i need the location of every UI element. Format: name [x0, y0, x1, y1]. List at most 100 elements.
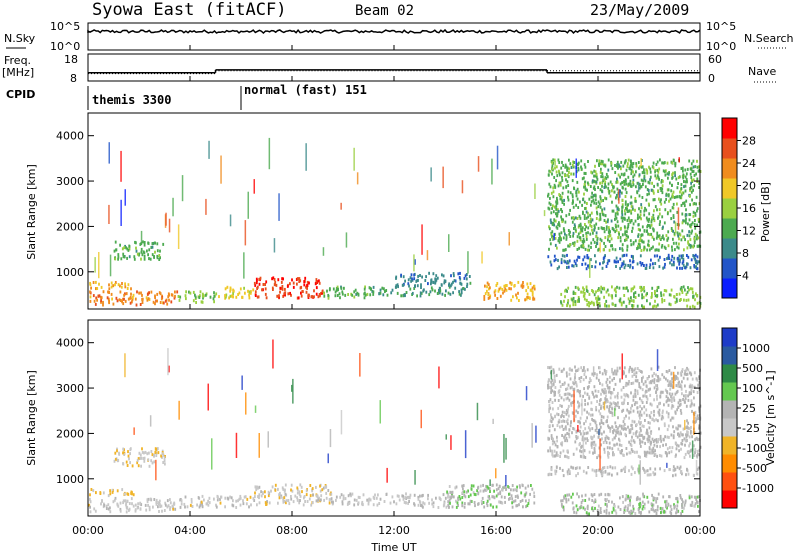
cell-6-39	[413, 493, 416, 497]
cell-12-128	[563, 202, 565, 206]
cell-10-480	[550, 386, 552, 390]
cell-12-524	[625, 234, 628, 238]
cell-12-556	[569, 243, 571, 247]
cell-10-740	[672, 425, 674, 429]
cell-10-1029	[585, 431, 588, 435]
cell-10-1063	[657, 440, 659, 444]
cell-2-73	[163, 456, 166, 460]
cell-3-22	[242, 499, 244, 503]
cell-1-93	[125, 292, 128, 296]
cell-10-944	[639, 444, 642, 448]
cell-12-713	[599, 195, 602, 199]
cell-12-494	[566, 180, 569, 184]
cell-12-634	[572, 234, 574, 238]
cell-7-57	[434, 289, 436, 293]
cell-1-80	[146, 498, 149, 502]
cell-9-6	[588, 497, 591, 501]
cell-12-486	[555, 200, 557, 204]
cell-7-90	[530, 484, 532, 487]
streak-55	[413, 254, 415, 272]
cell-10-55	[623, 253, 626, 257]
cell-9-226	[646, 495, 649, 499]
cell-4-54	[318, 496, 320, 500]
cell-5-20	[282, 277, 284, 281]
cell-10-932	[662, 409, 664, 413]
cell-10-1090	[562, 415, 565, 419]
cell-9-116	[695, 497, 698, 501]
ytick-label-1: 2000	[56, 220, 84, 233]
cell-12-1046	[659, 220, 661, 224]
cell-10-16	[553, 428, 556, 432]
cell-12-69	[571, 195, 574, 199]
cell-12-509	[607, 158, 610, 162]
cell-8-89	[559, 466, 561, 470]
streak-43	[467, 251, 469, 274]
cell-9-34	[529, 288, 532, 292]
cell-9-203	[613, 504, 616, 508]
cell-12-268	[604, 236, 607, 240]
colorbar-swatch-0	[722, 490, 737, 509]
cell-8-16	[648, 473, 651, 477]
cell-12-966	[549, 185, 552, 189]
cell-4-4	[225, 293, 228, 297]
cell-12-742	[601, 175, 604, 179]
cell-9-69	[529, 296, 531, 300]
cell-5-77	[296, 277, 299, 281]
cell-10-327	[647, 440, 649, 444]
cell-11-136	[627, 289, 629, 293]
cell-8-82	[611, 473, 613, 477]
cell-8-71	[696, 468, 699, 471]
cell-12-453	[696, 207, 699, 211]
cell-12-357	[627, 225, 630, 228]
cell-10-653	[565, 409, 568, 413]
streak-15	[244, 220, 247, 246]
cell-12-1111	[569, 235, 572, 238]
cell-5-95	[306, 284, 308, 288]
cell-7-131	[525, 491, 528, 495]
cell-9-13	[486, 289, 488, 293]
cell-11-226	[563, 299, 565, 303]
cell-0-24	[130, 287, 132, 291]
cell-6-32	[329, 287, 331, 291]
cell-10-710	[592, 451, 594, 455]
cell-10-94	[550, 388, 552, 392]
cell-12-672	[560, 217, 563, 221]
cell-10-783	[590, 401, 593, 405]
cell-8-8	[654, 467, 657, 471]
cell-12-30	[554, 243, 557, 247]
cell-10-220	[635, 434, 637, 437]
cell-10-53	[607, 259, 610, 263]
cell-4-116	[256, 503, 258, 507]
cell-12-571	[664, 246, 667, 250]
cell-12-818	[615, 164, 618, 168]
cell-12-630	[697, 217, 700, 221]
cell-4-123	[315, 494, 318, 498]
cell-9-112	[565, 500, 568, 504]
cell-12-1042	[564, 165, 567, 169]
cell-12-145	[687, 222, 689, 226]
freq-label-line1: Freq.	[4, 54, 31, 67]
cell-2-68	[126, 464, 129, 467]
cell-12-52	[604, 196, 606, 200]
cell-12-242	[605, 225, 608, 229]
cell-3-11	[192, 299, 195, 303]
cell-10-750	[607, 450, 609, 454]
cell-12-858	[583, 217, 586, 220]
cell-8-107	[568, 470, 571, 474]
cell-12-876	[625, 182, 628, 186]
cell-10-704	[641, 377, 643, 380]
cell-12-27	[653, 209, 655, 213]
cell-7-14	[448, 285, 451, 289]
cell-8-49	[572, 466, 575, 470]
cell-6-19	[357, 293, 360, 297]
cell-11-40	[656, 289, 658, 293]
cell-10-405	[607, 453, 609, 457]
cell-10-1064	[626, 408, 629, 412]
cell-12-595	[607, 186, 610, 190]
cell-10-14	[604, 254, 606, 258]
cell-8-86	[577, 472, 579, 476]
cell-4-5	[229, 286, 232, 290]
cell-12-989	[657, 176, 660, 180]
cell-10-1012	[614, 406, 616, 409]
cell-2-64	[128, 255, 131, 259]
